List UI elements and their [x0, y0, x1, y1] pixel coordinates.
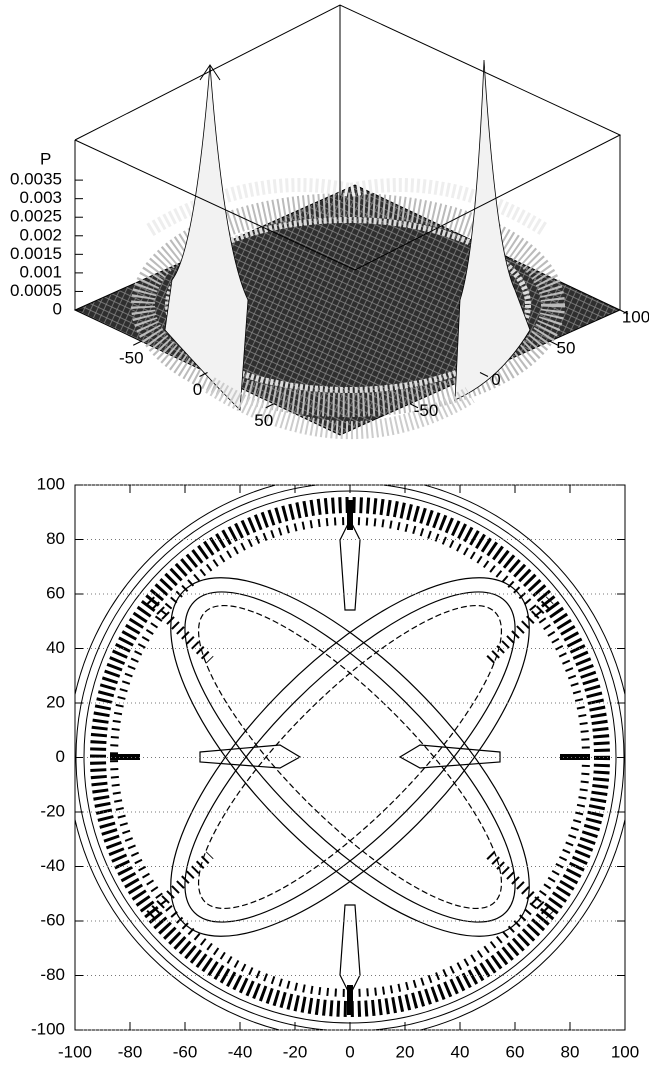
x-tick-label: 80 [561, 1042, 580, 1061]
x-tick-label: 0 [193, 380, 202, 399]
y-tick-label: 100 [622, 307, 649, 326]
z-tick-label: 0.003 [19, 188, 62, 207]
y-tick-label: -40 [40, 856, 65, 875]
x-tick-label: -100 [58, 1042, 92, 1061]
y-tick-label: -80 [40, 965, 65, 984]
y-tick-label: 50 [557, 339, 576, 358]
z-axis-label: P [40, 149, 51, 168]
x-tick-label: -20 [283, 1042, 308, 1061]
x-tick-label: 100 [611, 1042, 639, 1061]
x-tick-label: 40 [451, 1042, 470, 1061]
plot-frame [75, 485, 625, 1030]
x-tick-label: 60 [506, 1042, 525, 1061]
surface-drawing [75, 60, 620, 435]
x-tick-label: -60 [173, 1042, 198, 1061]
z-tick-label: 0.0015 [10, 244, 62, 263]
x-tick-label: -80 [118, 1042, 143, 1061]
y-tick-label: 0 [56, 747, 65, 766]
x-tick-label: -50 [119, 349, 144, 368]
y-tick-label: 60 [46, 583, 65, 602]
y-tick-label: 80 [46, 529, 65, 548]
z-tick-label: 0.0025 [10, 207, 62, 226]
z-tick-label: 0 [53, 299, 62, 318]
x-tick-label: -40 [228, 1042, 253, 1061]
z-tick-label: 0.0035 [10, 170, 62, 189]
y-tick-label: 100 [37, 474, 65, 493]
figure: P 00.00050.0010.00150.0020.00250.0030.00… [0, 0, 649, 1069]
y-tick-label: -100 [31, 1019, 65, 1038]
x-tick-label: 50 [254, 411, 273, 430]
y-tick-label: -20 [40, 801, 65, 820]
x-tick-label: 20 [396, 1042, 415, 1061]
y-tick-label: 20 [46, 692, 65, 711]
z-tick-label: 0.001 [19, 262, 62, 281]
y-tick-label: 0 [491, 370, 500, 389]
z-tick-label: 0.0005 [10, 281, 62, 300]
z-tick-label: 0.002 [19, 225, 62, 244]
x-tick-label: 0 [345, 1042, 354, 1061]
x-tick [133, 341, 141, 345]
y-tick-label: -60 [40, 910, 65, 929]
y-tick-label: -50 [414, 401, 439, 420]
y-tick-label: 40 [46, 638, 65, 657]
